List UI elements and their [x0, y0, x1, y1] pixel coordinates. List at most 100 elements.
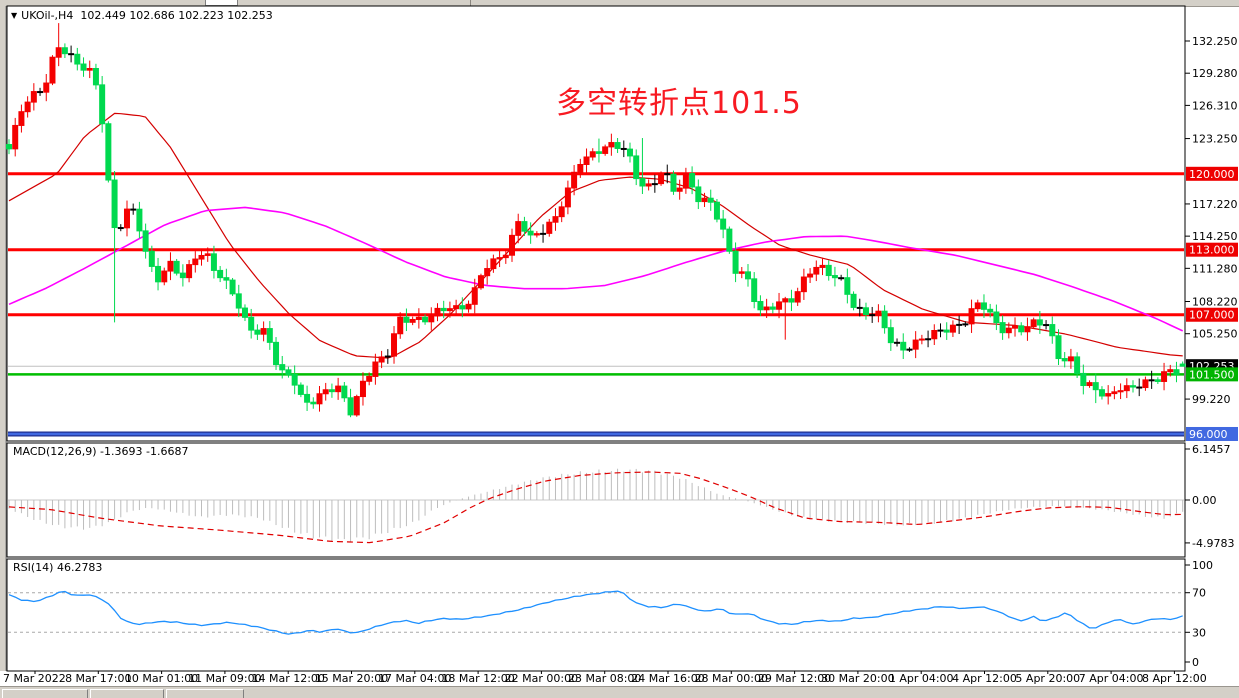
candle-body: [695, 186, 702, 203]
candle-body: [484, 268, 491, 277]
price-axis[interactable]: 132.250 129.280 126.310 123.250 117.220 114.2…: [1185, 35, 1238, 441]
price-level-label: 120.000: [1189, 168, 1235, 181]
candle-body: [627, 148, 633, 157]
candle-body: [434, 307, 441, 317]
price-tick-label: 126.310: [1192, 99, 1238, 112]
chart-tab[interactable]: [2, 689, 88, 698]
candle-body: [1105, 393, 1112, 397]
price-tick-label: 129.280: [1192, 67, 1238, 80]
candle-body: [111, 179, 118, 229]
candle-body: [359, 380, 366, 398]
date-tick-label: 4 Apr 12:00: [952, 672, 1017, 685]
candle-body: [782, 298, 789, 303]
rsi-axis[interactable]: 100 70 30 0: [1185, 559, 1213, 669]
candle-body: [887, 327, 894, 344]
candle-body: [894, 341, 901, 344]
candle-body: [577, 163, 584, 173]
candle-body: [465, 303, 472, 310]
candle-body: [800, 276, 807, 293]
candle-body: [403, 316, 410, 323]
candle-body: [12, 124, 19, 150]
candle-body: [1080, 372, 1087, 387]
candle-body: [564, 187, 571, 208]
price-level-badge: [1186, 426, 1238, 441]
candle-body: [788, 298, 795, 303]
candle-body: [248, 316, 255, 331]
price-tick-label: 99.220: [1192, 393, 1231, 406]
candle-body: [260, 328, 267, 335]
candle-body: [844, 277, 851, 295]
ma-slow-line[interactable]: [8, 206, 1184, 332]
candle-body: [633, 155, 640, 180]
candle-body: [223, 277, 230, 281]
candle-body: [900, 341, 907, 351]
price-tick-label: 111.280: [1192, 262, 1238, 275]
candle-body: [956, 323, 963, 326]
rsi-indicator-label: RSI(14) 46.2783: [13, 561, 103, 574]
candle-body: [397, 316, 404, 335]
candle-body: [651, 183, 658, 186]
candle-body: [285, 369, 292, 375]
candle-body: [1123, 385, 1130, 392]
chart-tab[interactable]: [90, 689, 164, 698]
candle-body: [670, 173, 677, 192]
rsi-tick-label: 30: [1192, 626, 1206, 639]
candle-body: [1055, 335, 1062, 360]
macd-axis[interactable]: 6.1457 0.00 -4.9783: [1185, 443, 1234, 550]
candle-body: [68, 53, 75, 56]
price-level-label: 96.000: [1189, 428, 1228, 441]
candle-body: [161, 270, 168, 283]
rsi-line[interactable]: [8, 590, 1183, 635]
price-level-badge: [1186, 166, 1238, 181]
candle-body: [807, 273, 814, 278]
candle-body: [80, 63, 87, 71]
macd-signal-line[interactable]: [8, 471, 1183, 544]
candle-body: [1030, 319, 1037, 328]
candle-body: [689, 173, 696, 188]
date-tick-label: 17 Mar 04:00: [378, 672, 451, 685]
candle-body: [838, 277, 845, 280]
ohlc-readout: 102.449 102.686 102.223 102.253: [80, 9, 273, 22]
date-tick-label: 11 Mar 09:00: [188, 672, 261, 685]
rsi-pane[interactable]: [6, 558, 1186, 672]
candle-body: [639, 178, 646, 187]
candle-body: [819, 264, 826, 268]
candle-body: [1098, 389, 1105, 397]
macd-tick-label: 6.1457: [1192, 443, 1231, 456]
candle-body: [720, 218, 727, 230]
candle-body: [49, 56, 56, 84]
ma-fast-line[interactable]: [8, 112, 1183, 359]
date-tick-label: 15 Mar 20:00: [315, 672, 388, 685]
candle-body: [173, 260, 180, 274]
bottom-tab-strip: [0, 686, 1239, 698]
candle-body: [701, 197, 708, 203]
candle-body: [155, 265, 162, 283]
chart-tab[interactable]: [166, 689, 244, 698]
candle-body: [266, 328, 273, 343]
candle-body: [74, 53, 81, 65]
candle-body: [18, 111, 25, 126]
symbol-title[interactable]: ▼ UKOil-,H4 102.449 102.686 102.223 102.2…: [11, 9, 273, 22]
candle-body: [254, 329, 261, 335]
candle-body: [99, 84, 106, 125]
candle-body: [210, 253, 217, 271]
candle-body: [664, 173, 671, 176]
date-tick-label: 10 Mar 01:00: [125, 672, 198, 685]
price-pane[interactable]: [6, 5, 1186, 442]
candle-body: [1018, 325, 1025, 333]
candle-body: [304, 393, 311, 403]
candle-body: [477, 275, 484, 289]
price-level-label: 107.000: [1189, 309, 1235, 322]
candle-body: [167, 260, 174, 272]
price-tick-label: 117.220: [1192, 198, 1238, 211]
candle-body: [428, 315, 435, 323]
price-level-badge: [1186, 242, 1238, 257]
pane-frames: [0, 5, 1186, 672]
price-level-badge: [1186, 367, 1238, 382]
date-tick-label: 30 Mar 20:00: [821, 672, 894, 685]
candle-body: [602, 146, 609, 154]
candle-body: [142, 230, 149, 252]
